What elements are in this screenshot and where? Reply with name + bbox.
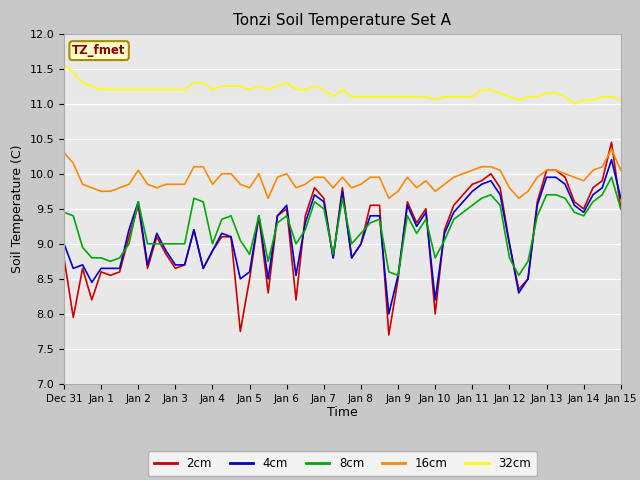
- Title: Tonzi Soil Temperature Set A: Tonzi Soil Temperature Set A: [234, 13, 451, 28]
- Legend: 2cm, 4cm, 8cm, 16cm, 32cm: 2cm, 4cm, 8cm, 16cm, 32cm: [148, 451, 537, 476]
- Y-axis label: Soil Temperature (C): Soil Temperature (C): [11, 144, 24, 273]
- X-axis label: Time: Time: [327, 407, 358, 420]
- Text: TZ_fmet: TZ_fmet: [72, 44, 126, 57]
